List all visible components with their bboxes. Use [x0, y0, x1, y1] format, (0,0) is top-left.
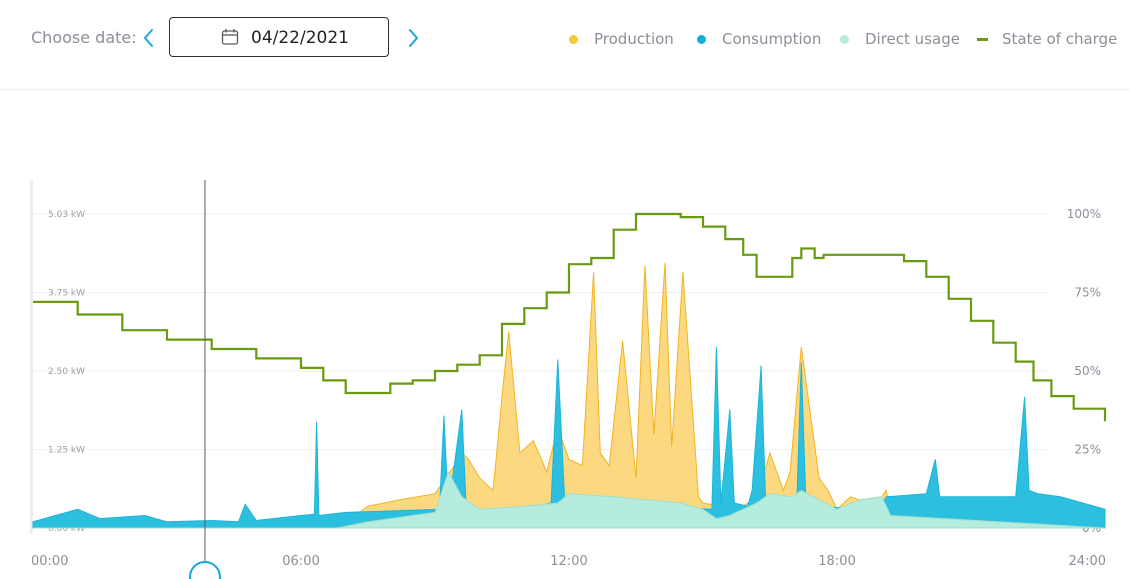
next-date-button[interactable] [401, 24, 425, 52]
state-of-charge-line [33, 212, 1107, 422]
y-right-tick-label: 75% [1074, 286, 1101, 300]
y-left-tick-label: 5.03 kW [48, 210, 85, 220]
x-tick-label: 06:00 [282, 554, 319, 569]
y-left-tick-label: 2.50 kW [48, 367, 85, 377]
production-dot-icon [569, 35, 578, 44]
consumption-dot-icon [697, 35, 706, 44]
y-left-tick-label: 3.75 kW [48, 289, 85, 299]
y-axis-bar [30, 180, 33, 534]
date-value: 04/22/2021 [251, 28, 349, 48]
x-tick-label: 00:00 [31, 554, 68, 569]
chevron-right-icon [409, 29, 418, 47]
legend-label: Consumption [722, 30, 822, 48]
time-cursor-handle[interactable] [188, 561, 221, 579]
y-right-tick-label: 25% [1074, 443, 1101, 457]
x-tick-label: 18:00 [818, 554, 855, 569]
x-tick-label: 12:00 [550, 554, 587, 569]
x-tick-label: 24:00 [1069, 554, 1106, 569]
production-area [33, 262, 1106, 529]
y-right-tick-label: 100% [1067, 207, 1101, 221]
previous-date-button[interactable] [137, 24, 161, 52]
legend-label: Direct usage [865, 30, 960, 48]
legend-label: Production [594, 30, 674, 48]
toolbar: Choose date: 04/22/2021 Production Consu… [0, 0, 1129, 90]
y-right-tick-label: 50% [1074, 364, 1101, 378]
consumption-area [32, 346, 1106, 529]
calendar-icon [221, 29, 239, 45]
date-picker[interactable]: 04/22/2021 [169, 17, 389, 57]
state-of-charge-line-icon [977, 38, 988, 41]
y-left-tick-label: 0.00 kW [48, 524, 85, 534]
direct-usage-dot-icon [840, 35, 849, 44]
chevron-left-icon [144, 29, 153, 47]
choose-date-label: Choose date: [31, 28, 137, 47]
direct-usage-area [33, 470, 1106, 529]
y-left-tick-label: 1.25 kW [48, 446, 85, 456]
legend-label: State of charge [1002, 30, 1118, 48]
